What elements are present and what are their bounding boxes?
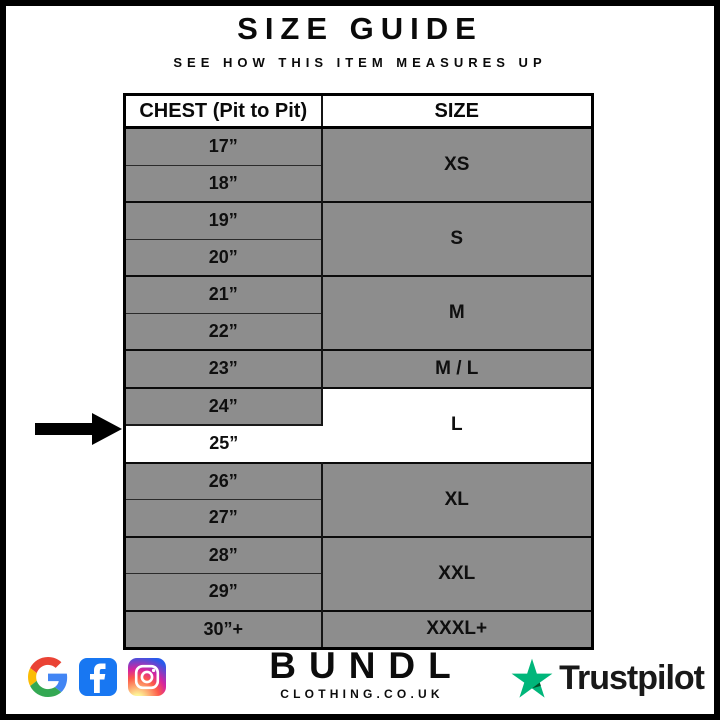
- size-table-row: 18”: [124, 164, 593, 202]
- trustpilot-label: Trustpilot: [559, 658, 705, 697]
- column-header-chest: CHEST (Pit to Pit): [124, 94, 323, 129]
- chest-cell: 18”: [124, 164, 323, 202]
- size-cell: M: [321, 275, 593, 350]
- brand-domain: CLOTHING.CO.UK: [280, 687, 444, 701]
- page-title: SIZE GUIDE: [237, 11, 483, 46]
- size-table: CHEST (Pit to Pit) SIZE 17” XS 18” 19” S 20” 2…: [123, 93, 594, 650]
- size-cell: XXL: [321, 535, 593, 611]
- chest-cell: 28”: [124, 535, 323, 574]
- size-cell: S: [321, 201, 593, 276]
- brand-lockup: BUNDL CLOTHING.CO.UK: [6, 647, 714, 701]
- column-header-size: SIZE: [321, 94, 593, 129]
- size-table-row: 17” XS: [124, 126, 593, 202]
- chest-cell: 30”+: [124, 609, 323, 649]
- chest-cell: 20”: [124, 238, 323, 276]
- social-icons: [28, 656, 166, 698]
- google-icon: [28, 657, 68, 697]
- page-subtitle: SEE HOW THIS ITEM MEASURES UP: [173, 55, 547, 70]
- size-table-row: 29”: [124, 573, 593, 611]
- size-cell: M / L: [321, 349, 593, 388]
- size-table-row: 27”: [124, 499, 593, 537]
- row-pointer-arrow-icon: [35, 413, 122, 445]
- size-cell: XS: [321, 126, 593, 202]
- size-table-row: 26” XL: [124, 461, 593, 537]
- chest-cell: 27”: [124, 499, 323, 537]
- size-table-row: 24” L: [124, 386, 593, 463]
- size-table-row: 25”: [124, 424, 593, 463]
- chest-cell: 22”: [124, 312, 323, 350]
- brand-name: BUNDL: [269, 645, 464, 686]
- chest-cell: 24”: [124, 386, 323, 425]
- chest-cell: 23”: [124, 349, 323, 388]
- chest-cell: 29”: [124, 573, 323, 611]
- size-table-row: 21” M: [124, 275, 593, 350]
- size-table-row: 28” XXL: [124, 535, 593, 611]
- size-table-row: 20”: [124, 238, 593, 276]
- instagram-icon: [128, 658, 166, 696]
- size-table-row: 23” M / L: [124, 349, 593, 388]
- chest-cell: 25”: [124, 424, 322, 463]
- size-table-row: 19” S: [124, 201, 593, 276]
- trustpilot-logo: Trustpilot: [511, 657, 705, 699]
- trustpilot-star-icon: [511, 658, 553, 698]
- size-cell: XXXL+: [321, 609, 593, 649]
- chest-cell: 17”: [124, 126, 323, 165]
- size-table-header-row: CHEST (Pit to Pit) SIZE: [124, 94, 593, 129]
- chest-cell: 21”: [124, 275, 323, 313]
- chest-cell: 19”: [124, 201, 323, 239]
- size-cell: XL: [321, 461, 593, 537]
- size-cell: L: [321, 386, 593, 463]
- size-table-row: 30”+ XXXL+: [124, 609, 593, 649]
- chest-cell: 26”: [124, 461, 323, 500]
- size-table-row: 22”: [124, 312, 593, 350]
- facebook-icon: [79, 658, 117, 696]
